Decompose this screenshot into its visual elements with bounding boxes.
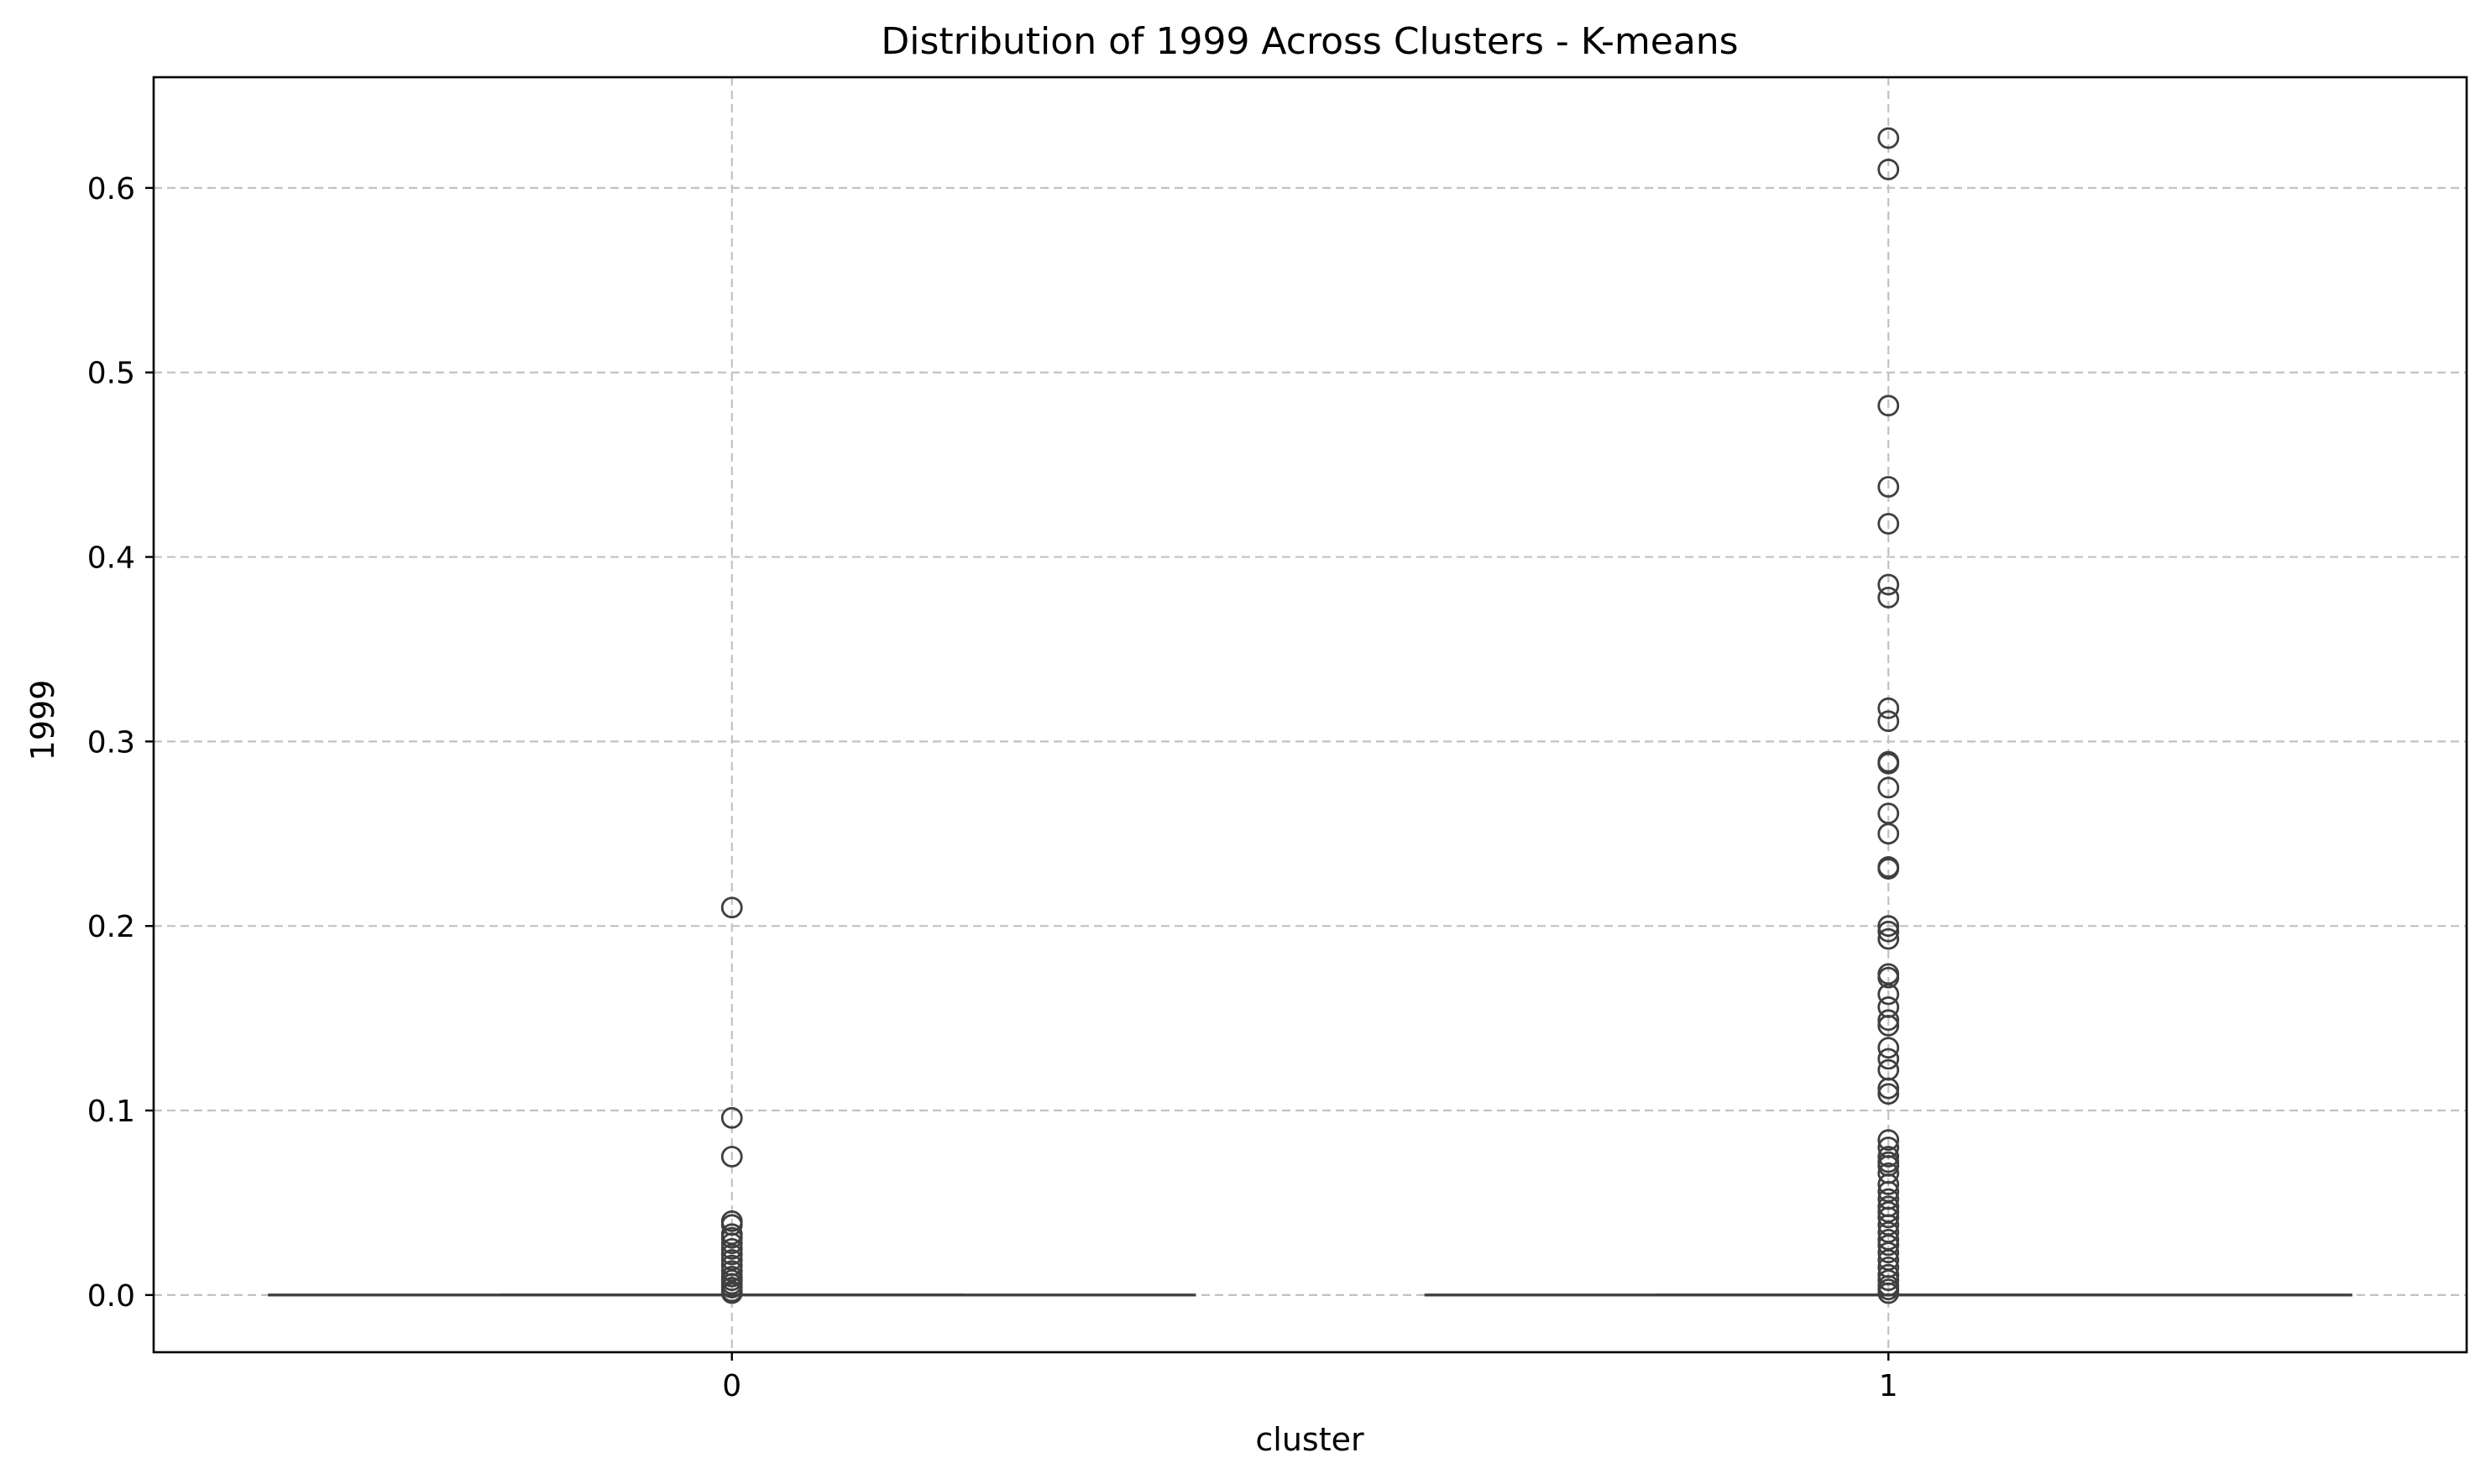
y-tick-label: 0.0 [87, 1279, 135, 1314]
chart-title: Distribution of 1999 Across Clusters - K… [881, 20, 1738, 63]
y-tick-label: 0.2 [87, 910, 135, 944]
outlier-point [1877, 1037, 1900, 1059]
outlier-point [1877, 1234, 1900, 1257]
outlier-point [720, 1243, 743, 1266]
outlier-point [1877, 983, 1900, 1006]
y-tick-label: 0.6 [87, 172, 135, 206]
outlier-point [720, 1237, 743, 1260]
outlier-point [1877, 159, 1900, 180]
outlier-point [1877, 1015, 1900, 1037]
y-tick-label: 0.4 [87, 541, 135, 576]
outlier-point [1877, 752, 1900, 775]
y-tick-label: 0.5 [87, 357, 135, 391]
outlier-point [1877, 573, 1900, 596]
outlier-point [1877, 920, 1900, 943]
outlier-point [1877, 513, 1900, 535]
outlier-point [720, 1282, 743, 1304]
y-tick-label: 0.3 [87, 725, 135, 760]
outlier-point [1877, 1146, 1900, 1168]
outlier-point [1877, 395, 1900, 417]
outlier-point [1877, 966, 1900, 989]
outlier-point [720, 1146, 743, 1168]
outlier-point [1877, 1269, 1900, 1292]
outlier-point [1877, 1009, 1900, 1032]
outlier-point [1877, 1129, 1900, 1152]
outlier-point [1877, 587, 1900, 609]
outlier-point [1877, 1048, 1900, 1070]
outlier-point [720, 1106, 743, 1129]
plot-frame [152, 76, 2468, 1354]
flier-layer [720, 127, 1900, 1304]
outlier-point [1877, 915, 1900, 938]
outlier-point [1877, 1077, 1900, 1100]
outlier-point [1877, 710, 1900, 733]
outlier-point [720, 896, 743, 919]
outlier-point [1877, 697, 1900, 719]
outlier-point [1877, 1282, 1900, 1304]
x-tick-label: 1 [1879, 1369, 1898, 1403]
x-axis-label: cluster [1255, 1421, 1364, 1458]
outlier-point [1877, 1241, 1900, 1264]
y-axis: 0.0 0.1 0.2 0.3 0.4 0.5 0.6 [87, 172, 154, 1314]
outlier-point [1877, 476, 1900, 498]
outlier-point [1877, 127, 1900, 149]
outlier-point [1877, 1206, 1900, 1229]
outlier-point [1877, 1083, 1900, 1105]
y-axis-label: 1999 [24, 680, 61, 761]
outlier-point [1877, 1173, 1900, 1195]
x-tick-label: 0 [722, 1369, 741, 1403]
outlier-point [720, 1232, 743, 1255]
y-tick-label: 0.1 [87, 1095, 135, 1129]
outlier-point [1877, 823, 1900, 845]
grid-layer [154, 77, 2467, 1352]
outlier-point [1877, 858, 1900, 880]
outlier-point [1877, 776, 1900, 799]
outlier-point [1877, 928, 1900, 950]
outlier-point [720, 1226, 743, 1249]
